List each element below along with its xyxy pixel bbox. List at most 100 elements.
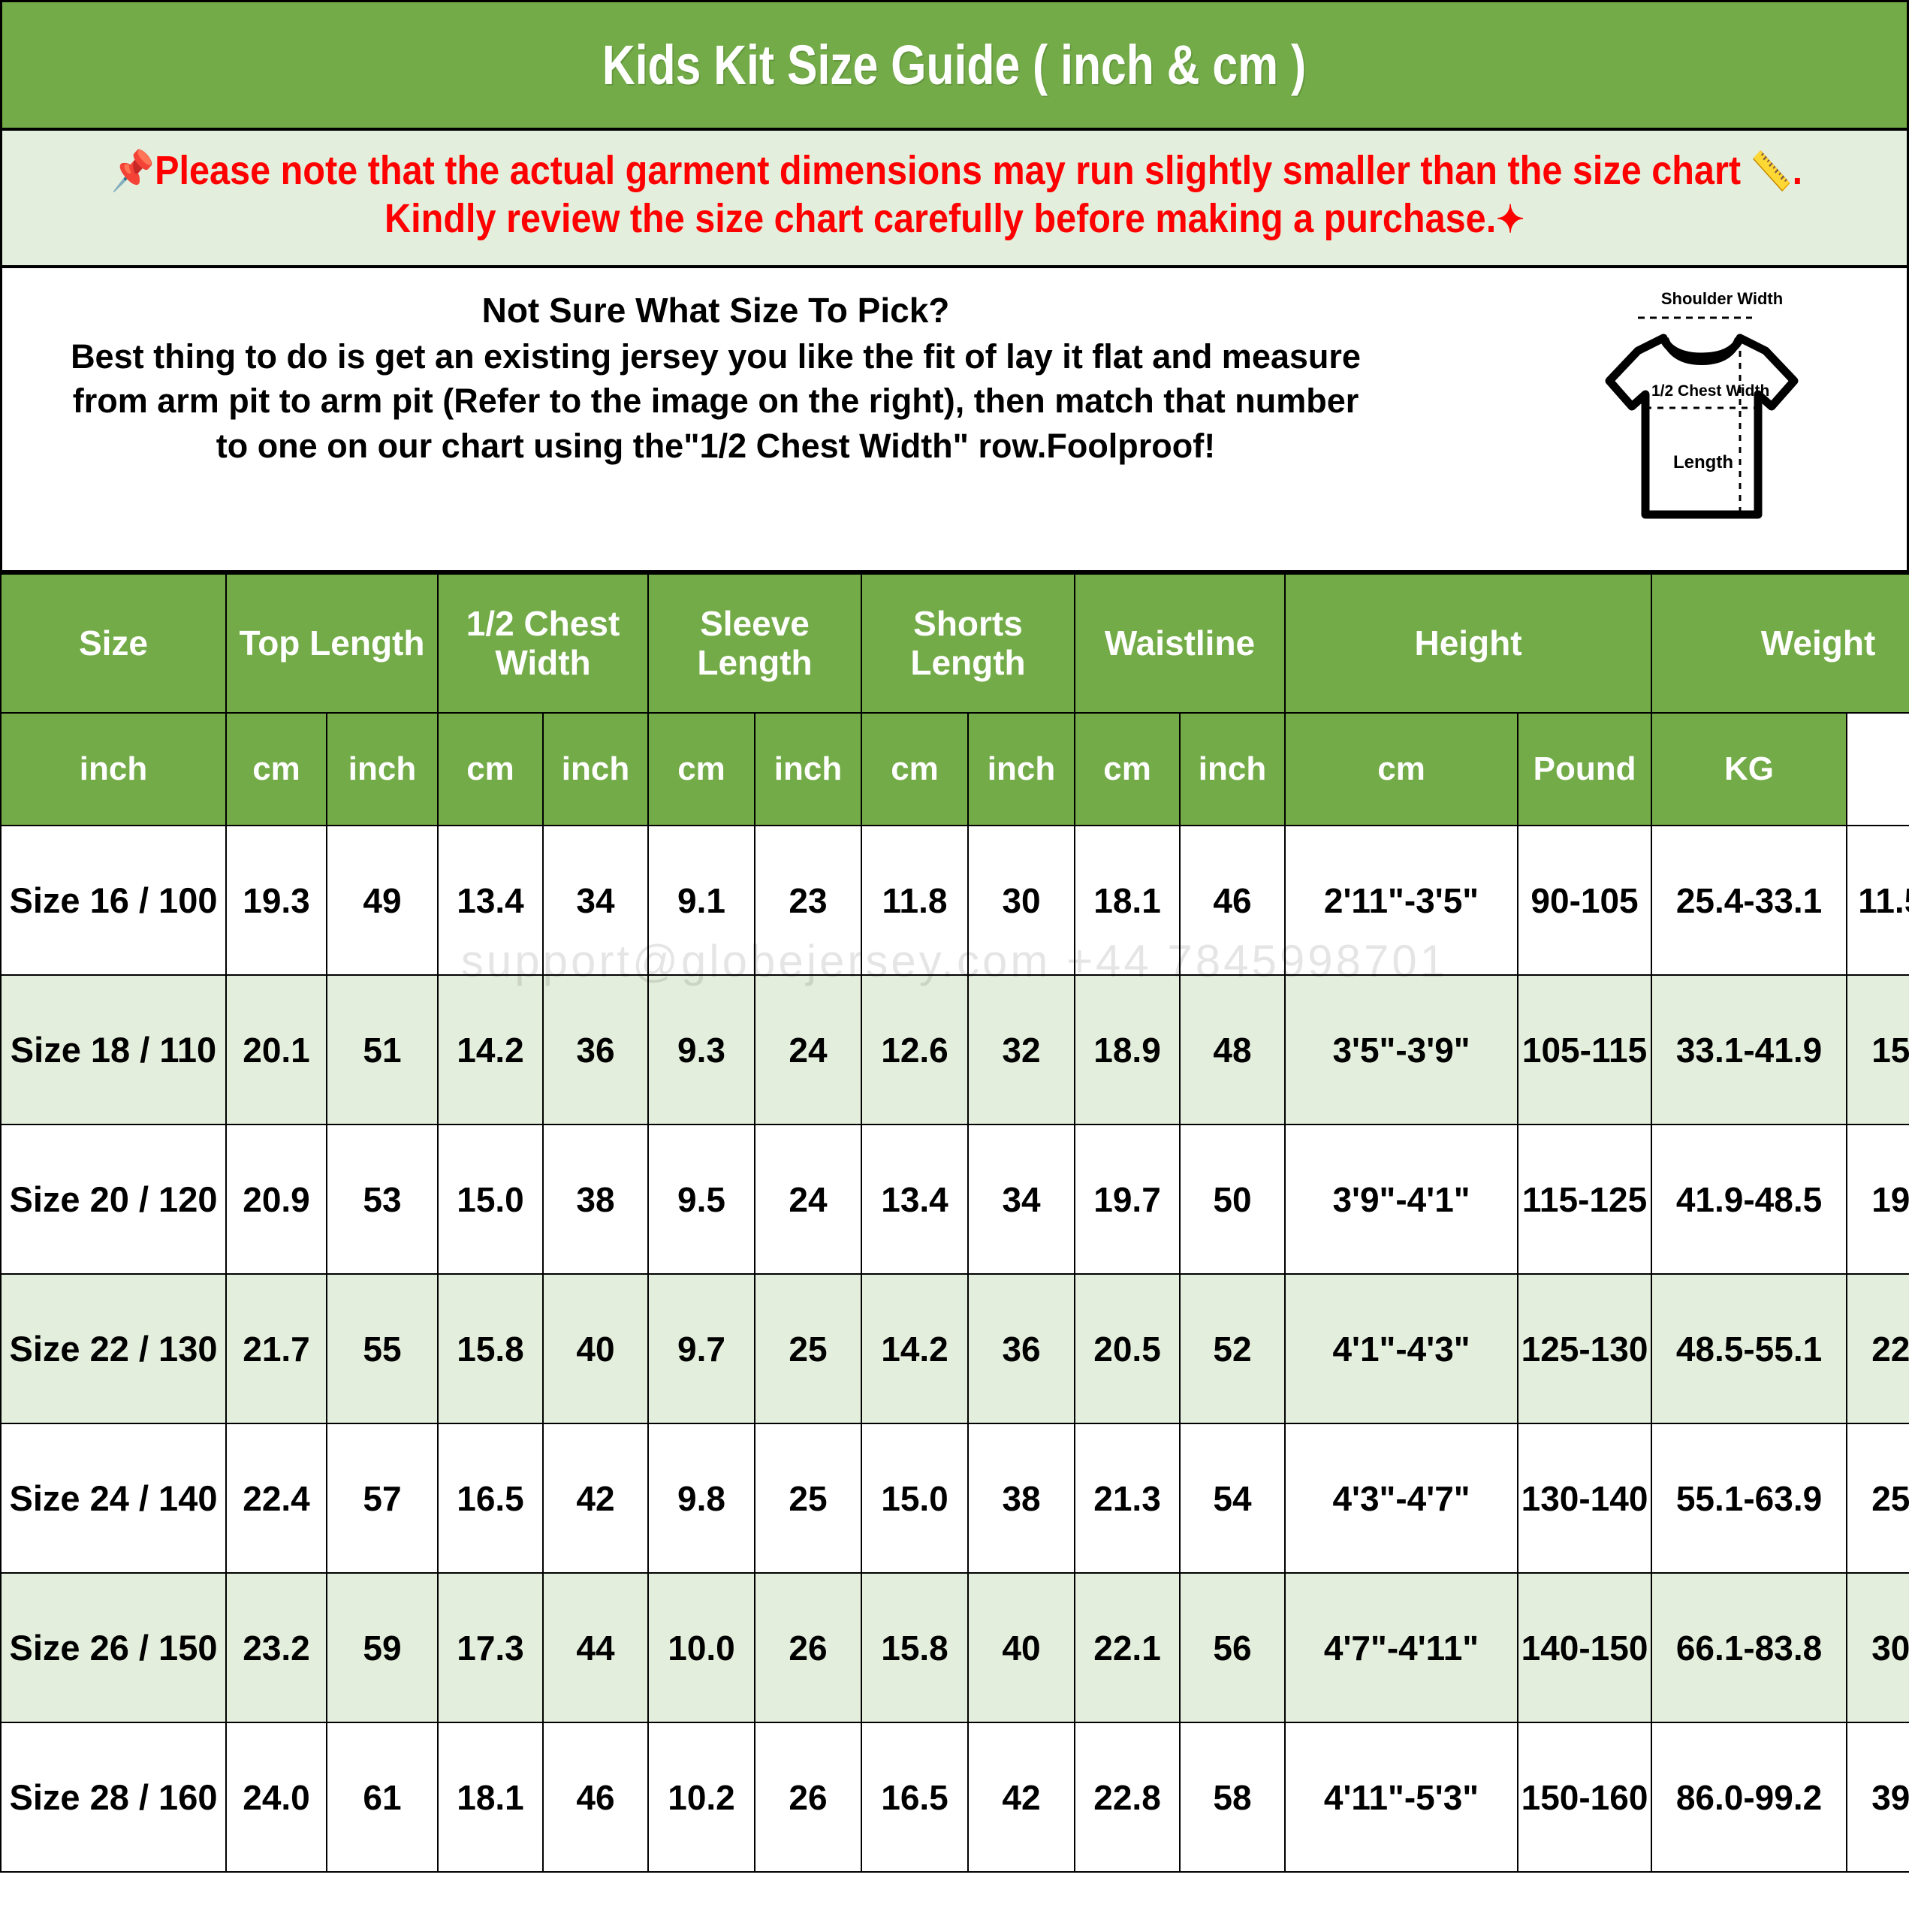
cell-sleeve-inch: 9.1: [647, 825, 755, 977]
cell-sleeve-cm: 26: [754, 1572, 862, 1724]
cell-weight-kg: 30-38: [1846, 1572, 1909, 1724]
cell-weight-kg: 11.5-15: [1846, 825, 1909, 977]
cell-waist-inch: 22.8: [1074, 1722, 1181, 1873]
svg-text:1/2 Chest Width: 1/2 Chest Width: [1651, 382, 1769, 400]
th-height: Height: [1284, 573, 1653, 714]
cell-top-length-cm: 51: [326, 974, 439, 1126]
cell-height-cm: 125-130: [1517, 1273, 1653, 1425]
page-title-bar: Kids Kit Size Guide ( inch & cm ): [0, 0, 1909, 131]
cell-waist-cm: 50: [1179, 1124, 1286, 1275]
th-unit-weight-pound: Pound: [1517, 712, 1653, 827]
cell-height-cm: 150-160: [1517, 1722, 1653, 1873]
cell-height-cm: 140-150: [1517, 1572, 1653, 1724]
cell-height-cm: 90-105: [1517, 825, 1653, 977]
cell-shorts-cm: 34: [967, 1124, 1076, 1275]
notice-line-1: 📌Please note that the actual garment dim…: [111, 147, 1802, 195]
cell-top-length-inch: 20.1: [225, 974, 327, 1126]
table-row: Size 20 / 120 20.9 53 15.0 38 9.5 24 13.4 34 19.7…: [0, 1124, 1909, 1275]
th-unit-chest-cm: cm: [437, 712, 544, 827]
cell-height-cm: 130-140: [1517, 1423, 1653, 1574]
cell-sleeve-cm: 24: [754, 1124, 862, 1275]
ruler-icon: 📏: [1741, 150, 1793, 192]
notice-text-1-suffix: .: [1792, 148, 1803, 193]
th-unit-top-length-inch: inch: [0, 712, 227, 827]
th-unit-waist-inch: inch: [967, 712, 1076, 827]
cell-shorts-inch: 12.6: [861, 974, 969, 1126]
svg-text:Length: Length: [1673, 452, 1733, 472]
cell-weight-kg: 39-45: [1846, 1722, 1909, 1873]
cell-shorts-inch: 15.8: [861, 1572, 969, 1724]
cell-sleeve-inch: 9.3: [647, 974, 755, 1126]
cell-chest-cm: 38: [542, 1124, 649, 1275]
cell-weight-lb: 48.5-55.1: [1651, 1273, 1848, 1425]
cell-sleeve-cm: 25: [754, 1273, 862, 1425]
cell-waist-inch: 22.1: [1074, 1572, 1181, 1724]
cell-chest-cm: 36: [542, 974, 649, 1126]
cell-weight-kg: 22-25: [1846, 1273, 1909, 1425]
cell-size: Size 18 / 110: [0, 974, 227, 1126]
cell-chest-inch: 16.5: [437, 1423, 544, 1574]
cell-height-cm: 105-115: [1517, 974, 1653, 1126]
cell-height-inch: 4'11"-5'3": [1284, 1722, 1519, 1873]
cell-chest-inch: 14.2: [437, 974, 544, 1126]
cell-top-length-inch: 19.3: [225, 825, 327, 977]
cell-sleeve-inch: 9.8: [647, 1423, 755, 1574]
sparkles-icon: ✦: [1496, 198, 1524, 240]
cell-waist-inch: 20.5: [1074, 1273, 1181, 1425]
cell-sleeve-inch: 10.0: [647, 1572, 755, 1724]
th-unit-shorts-cm: cm: [861, 712, 969, 827]
table-row: Size 18 / 110 20.1 51 14.2 36 9.3 24 12.6 32 18.9…: [0, 974, 1909, 1126]
cell-weight-kg: 25-29: [1846, 1423, 1909, 1574]
cell-shorts-inch: 13.4: [861, 1124, 969, 1275]
cell-chest-cm: 46: [542, 1722, 649, 1873]
cell-chest-cm: 40: [542, 1273, 649, 1425]
cell-size: Size 28 / 160: [0, 1722, 227, 1873]
cell-sleeve-inch: 10.2: [647, 1722, 755, 1873]
th-unit-chest-inch: inch: [326, 712, 439, 827]
cell-size: Size 16 / 100: [0, 825, 227, 977]
cell-size: Size 24 / 140: [0, 1423, 227, 1574]
cell-chest-cm: 44: [542, 1572, 649, 1724]
cell-sleeve-cm: 26: [754, 1722, 862, 1873]
cell-height-inch: 4'3"-4'7": [1284, 1423, 1519, 1574]
th-top-length: Top Length: [225, 573, 439, 714]
cell-shorts-inch: 15.0: [861, 1423, 969, 1574]
cell-waist-cm: 46: [1179, 825, 1286, 977]
cell-shorts-cm: 36: [967, 1273, 1076, 1425]
info-text-block: Not Sure What Size To Pick? Best thing t…: [2, 288, 1429, 469]
cell-shorts-inch: 11.8: [861, 825, 969, 977]
info-headline: Not Sure What Size To Pick?: [481, 291, 950, 331]
page-title: Kids Kit Size Guide ( inch & cm ): [602, 34, 1307, 96]
cell-shorts-cm: 30: [967, 825, 1076, 977]
cell-shorts-cm: 40: [967, 1572, 1076, 1724]
cell-chest-cm: 42: [542, 1423, 649, 1574]
table-row: Size 26 / 150 23.2 59 17.3 44 10.0 26 15.8 40 22.…: [0, 1572, 1909, 1724]
info-line-2: from arm pit to arm pit (Refer to the im…: [72, 382, 1359, 421]
th-unit-shorts-inch: inch: [754, 712, 862, 827]
cell-top-length-inch: 20.9: [225, 1124, 327, 1275]
cell-top-length-inch: 22.4: [225, 1423, 327, 1574]
th-shorts-length: Shorts Length: [860, 573, 1076, 714]
cell-chest-inch: 15.8: [437, 1273, 544, 1425]
cell-chest-inch: 13.4: [437, 825, 544, 977]
info-line-3: to one on our chart using the"1/2 Chest …: [216, 427, 1216, 466]
cell-height-cm: 115-125: [1517, 1124, 1653, 1275]
cell-weight-kg: 19-22: [1846, 1124, 1909, 1275]
tshirt-measurement-diagram: Shoulder Width 1/2 Chest Width Length: [1579, 282, 1865, 554]
cell-weight-kg: 15-19: [1846, 974, 1909, 1126]
cell-waist-cm: 56: [1179, 1572, 1286, 1724]
size-chart-table: Size Top Length 1/2 Chest Width Sleeve L…: [0, 573, 1909, 1873]
th-unit-height-cm: cm: [1284, 712, 1519, 827]
cell-weight-lb: 33.1-41.9: [1651, 974, 1848, 1126]
cell-chest-inch: 15.0: [437, 1124, 544, 1275]
cell-top-length-cm: 57: [326, 1423, 439, 1574]
cell-waist-inch: 21.3: [1074, 1423, 1181, 1574]
cell-top-length-cm: 59: [326, 1572, 439, 1724]
cell-waist-inch: 19.7: [1074, 1124, 1181, 1275]
notice-text-2: Kindly review the size chart carefully b…: [385, 195, 1497, 241]
cell-waist-cm: 54: [1179, 1423, 1286, 1574]
table-group-header-row: Size Top Length 1/2 Chest Width Sleeve L…: [0, 573, 1909, 714]
table-unit-header-row: inch cm inch cm inch cm inch cm inch cm …: [0, 712, 1909, 827]
cell-chest-cm: 34: [542, 825, 649, 977]
